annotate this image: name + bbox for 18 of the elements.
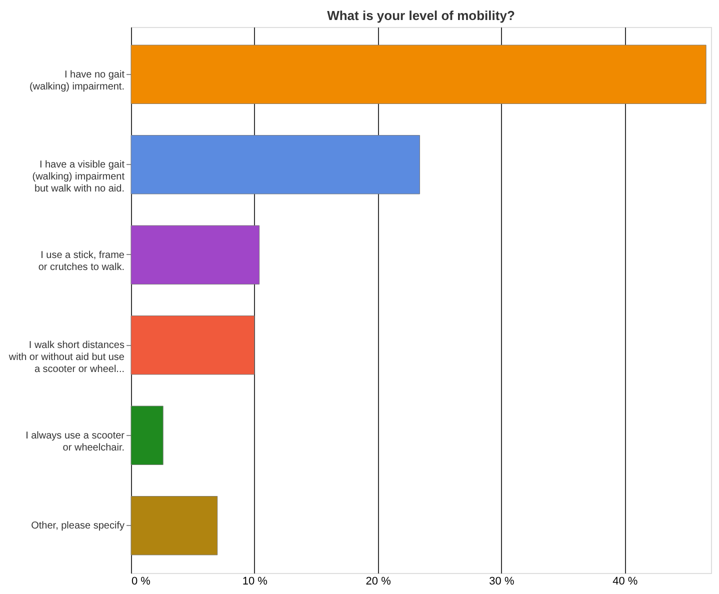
bar [130,225,260,284]
x-tick-label: 20 % [366,576,392,588]
x-tick-label: 0 % [132,576,151,588]
bar [130,135,420,194]
y-tick-label: I have no gait (walking) impairment. [29,69,125,92]
y-tick-label: I use a stick, frame or crutches to walk. [38,250,125,273]
y-tick-label: I have a visible gait (walking) impairment but walk with no aid. [32,160,125,195]
bar [130,316,255,375]
x-tick-label: 30 % [489,576,514,588]
x-tick-label: 10 % [242,576,268,588]
bar [130,406,164,465]
y-tick-label: I walk short distances with or without aid but use a scooter or wheel... [8,340,125,376]
y-tick-label: Other, please specify [31,520,124,532]
chart-title: What is your level of mobility? [327,8,515,23]
y-tick-label: I always use a scooter or wheelchair. [26,430,126,454]
bar [130,44,706,104]
bar [130,496,218,556]
x-tick-label: 40 % [612,576,638,588]
